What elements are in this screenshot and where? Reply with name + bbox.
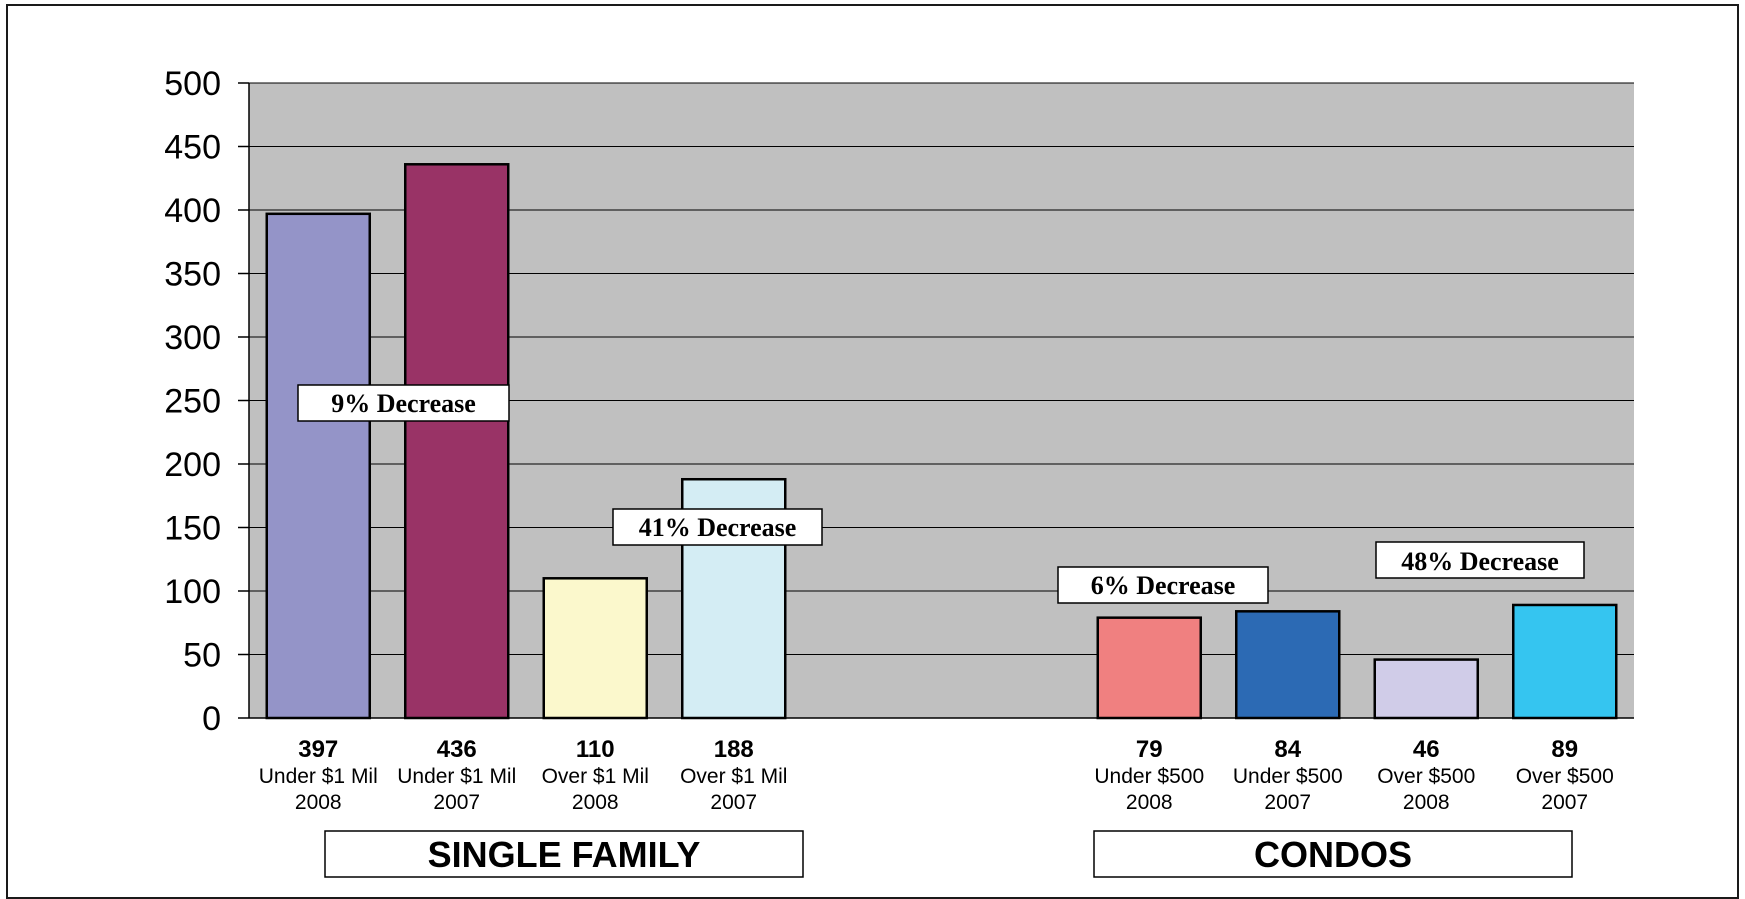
bar: [1373, 658, 1479, 720]
bar: [404, 163, 510, 720]
group-condos: CONDOS: [1093, 830, 1573, 878]
bar: [265, 212, 371, 720]
bar-year-label: 2007: [433, 791, 480, 814]
y-tick-label: 150: [164, 510, 221, 548]
bar-value-label: 46: [1413, 736, 1440, 763]
bar-value-label: 397: [298, 736, 338, 763]
bar-value-label: 89: [1551, 736, 1578, 763]
bar-category-label: Over $1 Mil: [680, 765, 787, 788]
bars: [265, 163, 1618, 720]
annotation-text: 41% Decrease: [639, 513, 797, 542]
annotation-41-decrease: 41% Decrease: [612, 508, 823, 546]
group-label: CONDOS: [1254, 834, 1412, 875]
bar: [1512, 603, 1618, 720]
y-tick-label: 200: [164, 446, 221, 484]
y-tick-label: 350: [164, 256, 221, 294]
y-tick-label: 100: [164, 573, 221, 611]
bar-value-label: 188: [714, 736, 754, 763]
group-single-family: SINGLE FAMILY: [324, 830, 804, 878]
bar-value-label: 79: [1136, 736, 1163, 763]
bar-category-label: Over $1 Mil: [542, 765, 649, 788]
annotation-text: 6% Decrease: [1091, 571, 1236, 600]
y-tick-label: 450: [164, 129, 221, 167]
y-tick-label: 0: [202, 700, 221, 738]
bar-year-label: 2008: [295, 791, 342, 814]
bar-year-label: 2008: [572, 791, 619, 814]
bar-category-label: Over $500: [1516, 765, 1614, 788]
bar-value-label: 110: [576, 736, 615, 763]
annotation-48-decrease: 48% Decrease: [1375, 541, 1585, 579]
bar-category-label: Under $500: [1094, 765, 1204, 788]
bar-category-label: Under $500: [1233, 765, 1343, 788]
annotation-text: 9% Decrease: [331, 389, 476, 418]
y-tick-label: 400: [164, 192, 221, 230]
y-tick-label: 500: [164, 65, 221, 103]
bar-year-label: 2007: [1541, 791, 1588, 814]
bar-value-label: 84: [1274, 736, 1301, 763]
group-label: SINGLE FAMILY: [428, 834, 701, 875]
bar-year-label: 2008: [1403, 791, 1450, 814]
bar: [1235, 610, 1341, 720]
y-tick-label: 250: [164, 383, 221, 421]
bar-year-label: 2007: [710, 791, 757, 814]
annotation-6-decrease: 6% Decrease: [1057, 566, 1269, 604]
bar-value-label: 436: [437, 736, 477, 763]
bar-category-label: Under $1 Mil: [259, 765, 378, 788]
y-tick-label: 50: [183, 637, 221, 675]
bar: [1096, 616, 1202, 720]
annotation-text: 48% Decrease: [1401, 547, 1559, 576]
annotation-9-decrease: 9% Decrease: [297, 384, 510, 422]
bar-year-label: 2007: [1264, 791, 1311, 814]
bar-category-label: Over $500: [1377, 765, 1475, 788]
bar-year-label: 2008: [1126, 791, 1173, 814]
bar-category-label: Under $1 Mil: [397, 765, 516, 788]
bar: [542, 577, 648, 720]
y-tick-label: 300: [164, 319, 221, 357]
